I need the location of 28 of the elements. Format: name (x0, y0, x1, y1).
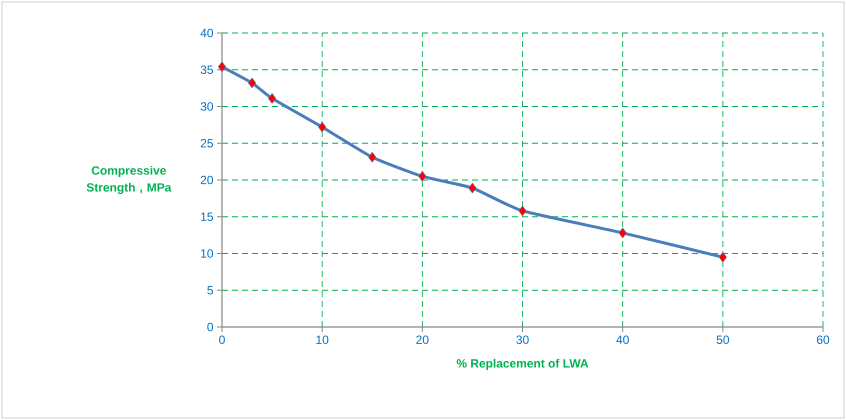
y-tick-label: 25 (200, 139, 213, 148)
x-tick-label: 40 (616, 336, 629, 344)
point (618, 228, 627, 238)
y-tick-label: 10 (201, 249, 214, 258)
point (318, 122, 326, 132)
point (218, 62, 226, 72)
y-tick-label: 40 (200, 28, 214, 38)
point (518, 206, 527, 216)
y-tick-label: 35 (200, 66, 213, 74)
y-tick-label: 0 (207, 322, 214, 332)
y-axis-title: Compressive Strength , MPa (86, 166, 172, 194)
x-tick-label: 0 (219, 336, 225, 344)
point (248, 78, 256, 88)
point (718, 252, 727, 262)
y-tick-label: 5 (207, 286, 213, 294)
x-axis-title: % Replacement of LWA (456, 358, 588, 370)
point (418, 171, 426, 182)
point (468, 182, 476, 194)
y-tick-label: 20 (200, 176, 214, 184)
point (268, 93, 276, 104)
y-tick-label: 30 (200, 102, 214, 111)
x-tick-label: 20 (416, 336, 429, 344)
point (368, 152, 376, 163)
y-tick-label: 15 (201, 212, 213, 221)
x-tick-label: 30 (516, 336, 529, 344)
x-tick-label: 50 (716, 336, 730, 344)
x-tick-label: 10 (316, 336, 328, 344)
x-tick-label: 60 (816, 336, 830, 344)
